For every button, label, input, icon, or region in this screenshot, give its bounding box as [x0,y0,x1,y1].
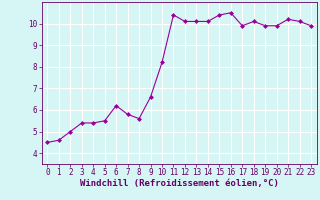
X-axis label: Windchill (Refroidissement éolien,°C): Windchill (Refroidissement éolien,°C) [80,179,279,188]
